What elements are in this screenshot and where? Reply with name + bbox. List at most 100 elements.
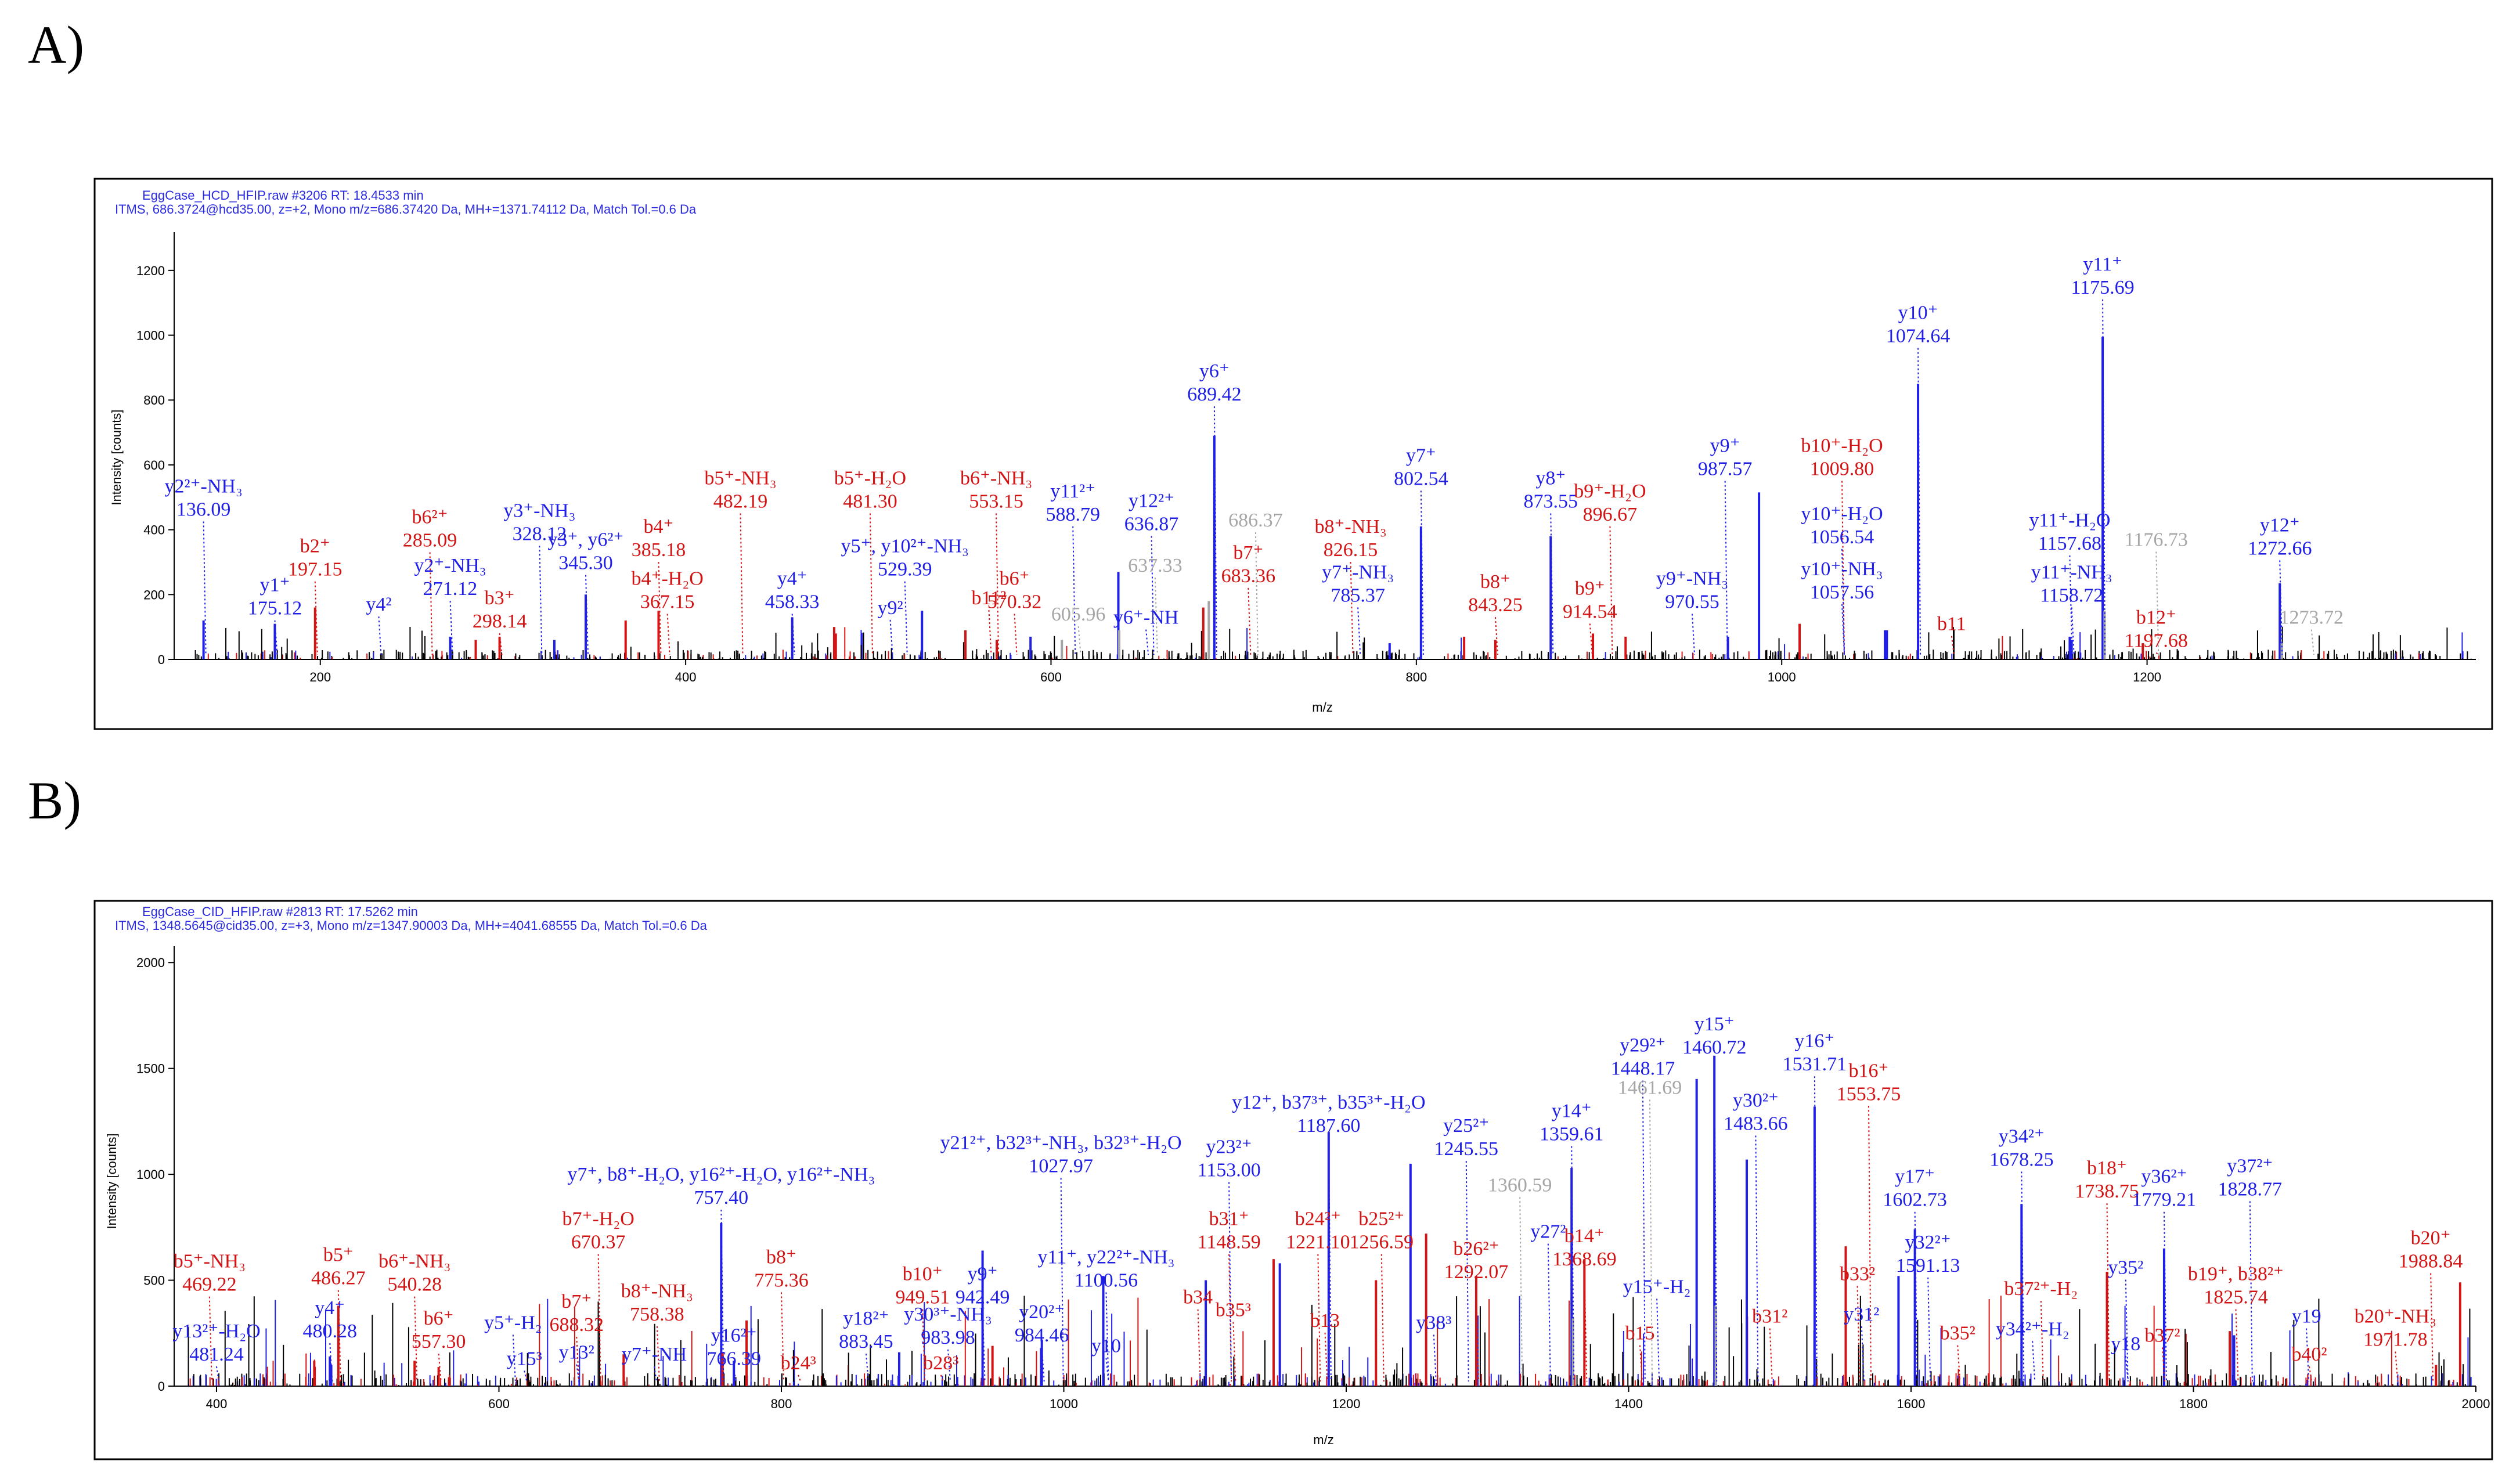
panel-b-label-leader — [1380, 1254, 1385, 1382]
panel-b-peak-label: y36²⁺ — [2141, 1166, 2187, 1188]
panel-a-xtick-label: 1200 — [2133, 670, 2161, 684]
panel-b-peak-label: 1100.56 — [1075, 1269, 1138, 1291]
panel-b-xtick-label: 400 — [206, 1397, 228, 1411]
panel-b-label-leader — [2032, 1341, 2036, 1382]
panel-b-peak-label: 1256.59 — [1350, 1232, 1414, 1253]
panel-a-peak-label: 987.57 — [1698, 459, 1753, 480]
panel-b-label-leader — [208, 1296, 212, 1382]
panel-a-peak-label: 298.14 — [473, 611, 527, 632]
panel-a-peak-label: y3⁺, y6²⁺ — [547, 529, 623, 551]
panel-a-peak-label: 328.12 — [513, 523, 567, 544]
panel-b-peak-label: b24²⁺ — [1295, 1209, 1341, 1230]
panel-a-label-leader — [1841, 604, 1845, 655]
panel-b-peak-label: 1461.69 — [1618, 1077, 1682, 1098]
panel-a-peak-label: b6²⁺ — [412, 506, 448, 528]
panel-b-peak-label: y30²⁺ — [1733, 1090, 1779, 1111]
panel-b-label-leader — [1571, 1146, 1575, 1382]
panel-a-label-leader — [203, 521, 207, 655]
panel-b-peak-label: 757.40 — [694, 1187, 749, 1209]
panel-a-peak-label: 683.36 — [1221, 565, 1276, 587]
panel-b-peak-label: y38³ — [1416, 1312, 1451, 1333]
panel-a-label-leader — [996, 513, 1000, 655]
panel-b-peak-label: y7⁺-NH — [622, 1344, 687, 1365]
panel-a-label-leader — [1072, 526, 1076, 655]
panel-b-label-leader — [865, 1354, 869, 1382]
panel-b-label-leader — [1433, 1334, 1437, 1382]
panel-b-label-leader — [524, 1370, 528, 1382]
panel-b-peak-label: y9⁺ — [968, 1264, 998, 1285]
panel-a-label-leader — [1213, 406, 1217, 655]
panel-a-label-leader — [449, 601, 453, 655]
panel-b-label-leader — [1041, 1347, 1045, 1382]
panel-a-peak-label: 686.37 — [1228, 510, 1283, 531]
panel-b-peak-label: 984.46 — [1015, 1325, 1069, 1346]
panel-a-label-leader — [1350, 562, 1354, 655]
panel-a-peak-label: 873.55 — [1524, 490, 1578, 512]
panel-b-peak-label: 1602.73 — [1883, 1189, 1947, 1211]
panel-b-peak-label: b15 — [1625, 1323, 1654, 1344]
panel-a-xtick-label: 200 — [309, 670, 331, 684]
panel-b-label-leader — [654, 1366, 658, 1382]
panel-b-label-leader — [2161, 1347, 2165, 1382]
panel-b-peak-label: 1483.66 — [1724, 1113, 1788, 1134]
panel-b-peak-label: y31² — [1844, 1304, 1879, 1325]
panel-b-peak-label: 1971.78 — [2363, 1329, 2428, 1351]
panel-a-peak-label: 1158.72 — [2040, 585, 2103, 606]
panel-b-xtick-label: 1000 — [1050, 1397, 1078, 1411]
panel-a-label-leader — [1724, 481, 1728, 655]
panel-a-ytick-label: 1000 — [136, 329, 165, 343]
panel-a-peak-label: 136.09 — [176, 499, 231, 520]
panel-a-peak-label: 570.32 — [987, 591, 1042, 613]
panel-a-label-leader — [988, 610, 992, 655]
panel-b-peak-label: 942.49 — [956, 1287, 1010, 1308]
panel-a-xtick-label: 1000 — [1768, 670, 1796, 684]
panel-a-label-leader — [378, 616, 382, 655]
panel-b-peak-label: 1448.17 — [1611, 1058, 1675, 1079]
panel-b-peak-label: y20²⁺ — [1019, 1301, 1065, 1323]
panel-a-peak-label: 1056.54 — [1810, 526, 1874, 548]
panel-a-peak-label: 1057.56 — [1810, 582, 1874, 603]
panel-b-label-leader — [780, 1292, 784, 1382]
panel-b-label-leader — [2021, 1171, 2025, 1382]
panel-b-label-leader — [2040, 1301, 2044, 1382]
panel-a-ytick-label: 400 — [143, 523, 165, 538]
panel-b-peak-label: y30³⁺-NH₃ — [904, 1304, 992, 1325]
panel-a-ytick-label: 0 — [158, 652, 165, 667]
panel-a-peak-label: 345.30 — [558, 553, 613, 574]
panel-b-ytick-label: 500 — [143, 1274, 165, 1288]
panel-b-peak-label: b8⁺ — [766, 1246, 796, 1268]
panel-a-peak-label: y11⁺ — [2083, 254, 2122, 275]
panel-a-peak-label: 843.25 — [1468, 594, 1523, 616]
panel-b-label-leader — [414, 1296, 418, 1382]
panel-a-ylabel: Intensity [counts] — [109, 409, 124, 505]
panel-b-peak-label: 758.38 — [630, 1304, 684, 1325]
panel-b-spectrum: 0 500 1000 1500 2000 400 600 800 1000 1200 1400 160… — [136, 946, 2490, 1411]
panel-b-peak-label: 1027.97 — [1029, 1155, 1093, 1177]
panel-b-label-leader — [1197, 1309, 1201, 1382]
panel-b-peak-label: y13²⁺-H₂O — [172, 1321, 260, 1342]
panel-a-peak-label: y9² — [877, 597, 903, 619]
panel-a-label-leader — [499, 633, 503, 655]
panel-b-peak-label: 481.24 — [189, 1344, 244, 1365]
panel-b-peak-label: b33² — [1840, 1264, 1875, 1285]
panel-b-peak-label: y35² — [2108, 1257, 2143, 1279]
panel-b-peak-label: 1553.75 — [1837, 1083, 1901, 1105]
panel-b-peak-label: 1153.00 — [1197, 1160, 1260, 1181]
panel-a-peak-label: 785.37 — [1331, 585, 1385, 606]
panel-a-xtick-label: 600 — [1040, 670, 1062, 684]
panel-b-peak-label: y12⁺, b37³⁺, b35³⁺-H₂O — [1232, 1092, 1426, 1113]
panel-b-peak-label: 766.39 — [706, 1348, 761, 1369]
panel-a-peak-label: b8⁺-NH₃ — [1314, 516, 1386, 538]
panel-b-xtick-label: 1200 — [1332, 1397, 1361, 1411]
panel-a-peak-label: b9⁺ — [1575, 578, 1605, 599]
panel-a-label-leader — [2310, 629, 2314, 655]
panel-b-label-leader — [2395, 1351, 2399, 1382]
panel-a-peak-label: 175.12 — [248, 598, 302, 619]
panel-a-peak-label: y12⁺ — [2260, 514, 2300, 536]
panel-b-peak-label: 1148.59 — [1197, 1232, 1260, 1253]
panel-b-label-leader — [1547, 1243, 1551, 1382]
panel-b-peak-label: 1531.71 — [1783, 1054, 1847, 1075]
panel-a-ytick-label: 800 — [143, 393, 165, 407]
panel-b-peak-label: 670.37 — [571, 1232, 626, 1253]
